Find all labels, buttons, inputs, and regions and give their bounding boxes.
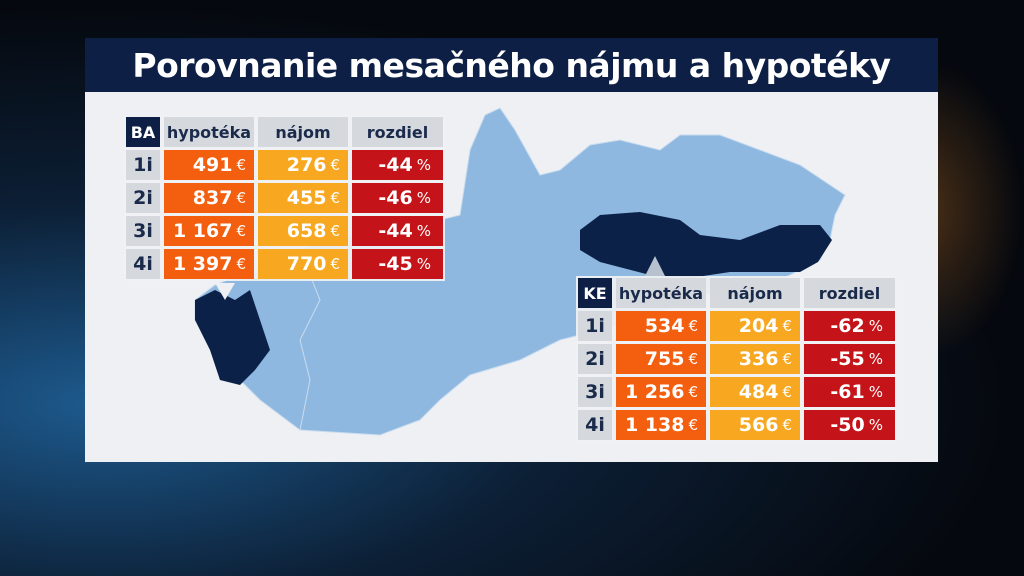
currency-unit: € — [236, 255, 246, 273]
room-label: 4i — [126, 249, 160, 279]
currency-unit: € — [330, 255, 340, 273]
room-label: 3i — [126, 216, 160, 246]
currency-unit: € — [688, 350, 698, 368]
mortgage-value: 837 — [192, 187, 233, 209]
diff-cell: -62% — [804, 311, 895, 341]
rent-value: 276 — [286, 154, 327, 176]
district-borders — [299, 249, 321, 431]
mortgage-value: 1 256 — [624, 381, 685, 403]
slovakia-outline — [194, 107, 846, 436]
page-title: Porovnanie mesačného nájmu a hypotéky — [85, 38, 938, 92]
ba-pointer — [215, 283, 235, 300]
room-label: 1i — [578, 311, 612, 341]
rent-cell: 276 € — [258, 150, 348, 180]
ke-pointer — [645, 256, 665, 276]
diff-value: -44 — [378, 220, 413, 242]
percent-unit: % — [868, 317, 883, 335]
header-diff: rozdiel — [352, 117, 443, 147]
mortgage-cell: 755 € — [616, 344, 706, 374]
currency-unit: € — [330, 156, 340, 174]
mortgage-value: 1 397 — [172, 253, 233, 275]
mortgage-cell: 534 € — [616, 311, 706, 341]
rent-cell: 770 € — [258, 249, 348, 279]
currency-unit: € — [688, 416, 698, 434]
rent-cell: 204 € — [710, 311, 800, 341]
percent-unit: % — [416, 156, 431, 174]
room-label: 2i — [126, 183, 160, 213]
mortgage-cell: 1 167 € — [164, 216, 254, 246]
room-label: 1i — [126, 150, 160, 180]
rent-value: 770 — [286, 253, 327, 275]
rent-value: 566 — [738, 414, 779, 436]
rent-cell: 566 € — [710, 410, 800, 440]
diff-cell: -50% — [804, 410, 895, 440]
percent-unit: % — [868, 383, 883, 401]
rent-value: 484 — [738, 381, 779, 403]
currency-unit: € — [236, 222, 246, 240]
currency-unit: € — [782, 317, 792, 335]
city-code: BA — [126, 117, 160, 147]
currency-unit: € — [782, 416, 792, 434]
room-label: 3i — [578, 377, 612, 407]
rent-value: 455 — [286, 187, 327, 209]
mortgage-cell: 1 138 € — [616, 410, 706, 440]
kosice-region — [580, 212, 832, 278]
mortgage-cell: 837 € — [164, 183, 254, 213]
percent-unit: % — [416, 222, 431, 240]
diff-value: -62 — [830, 315, 865, 337]
mortgage-value: 1 138 — [624, 414, 685, 436]
rent-value: 336 — [738, 348, 779, 370]
header-diff: rozdiel — [804, 278, 895, 308]
diff-cell: -44% — [352, 216, 443, 246]
diff-cell: -61% — [804, 377, 895, 407]
rent-cell: 484 € — [710, 377, 800, 407]
mortgage-value: 755 — [644, 348, 685, 370]
rent-cell: 658 € — [258, 216, 348, 246]
diff-value: -45 — [378, 253, 413, 275]
diff-value: -61 — [830, 381, 865, 403]
currency-unit: € — [688, 317, 698, 335]
percent-unit: % — [868, 350, 883, 368]
room-label: 4i — [578, 410, 612, 440]
currency-unit: € — [782, 350, 792, 368]
currency-unit: € — [330, 222, 340, 240]
currency-unit: € — [330, 189, 340, 207]
currency-unit: € — [236, 189, 246, 207]
ba-table: BA hypotéka nájom rozdiel 1i 491 € 276 € -4… — [124, 115, 445, 281]
mortgage-value: 491 — [192, 154, 233, 176]
diff-cell: -46% — [352, 183, 443, 213]
rent-value: 204 — [738, 315, 779, 337]
header-rent: nájom — [710, 278, 800, 308]
mortgage-value: 534 — [644, 315, 685, 337]
percent-unit: % — [868, 416, 883, 434]
rent-cell: 455 € — [258, 183, 348, 213]
diff-value: -44 — [378, 154, 413, 176]
room-label: 2i — [578, 344, 612, 374]
bratislava-region — [195, 290, 270, 385]
currency-unit: € — [782, 383, 792, 401]
diff-value: -55 — [830, 348, 865, 370]
percent-unit: % — [416, 189, 431, 207]
city-code: KE — [578, 278, 612, 308]
diff-value: -46 — [378, 187, 413, 209]
rent-cell: 336 € — [710, 344, 800, 374]
header-mortgage: hypotéka — [616, 278, 706, 308]
mortgage-cell: 1 256 € — [616, 377, 706, 407]
rent-value: 658 — [286, 220, 327, 242]
diff-cell: -45% — [352, 249, 443, 279]
currency-unit: € — [688, 383, 698, 401]
percent-unit: % — [416, 255, 431, 273]
mortgage-value: 1 167 — [172, 220, 233, 242]
diff-cell: -55% — [804, 344, 895, 374]
diff-cell: -44% — [352, 150, 443, 180]
currency-unit: € — [236, 156, 246, 174]
mortgage-cell: 491 € — [164, 150, 254, 180]
ke-table: KE hypotéka nájom rozdiel 1i 534 € 204 € -6… — [576, 276, 897, 442]
slovakia-map — [194, 107, 846, 436]
mortgage-cell: 1 397 € — [164, 249, 254, 279]
header-mortgage: hypotéka — [164, 117, 254, 147]
header-rent: nájom — [258, 117, 348, 147]
diff-value: -50 — [830, 414, 865, 436]
